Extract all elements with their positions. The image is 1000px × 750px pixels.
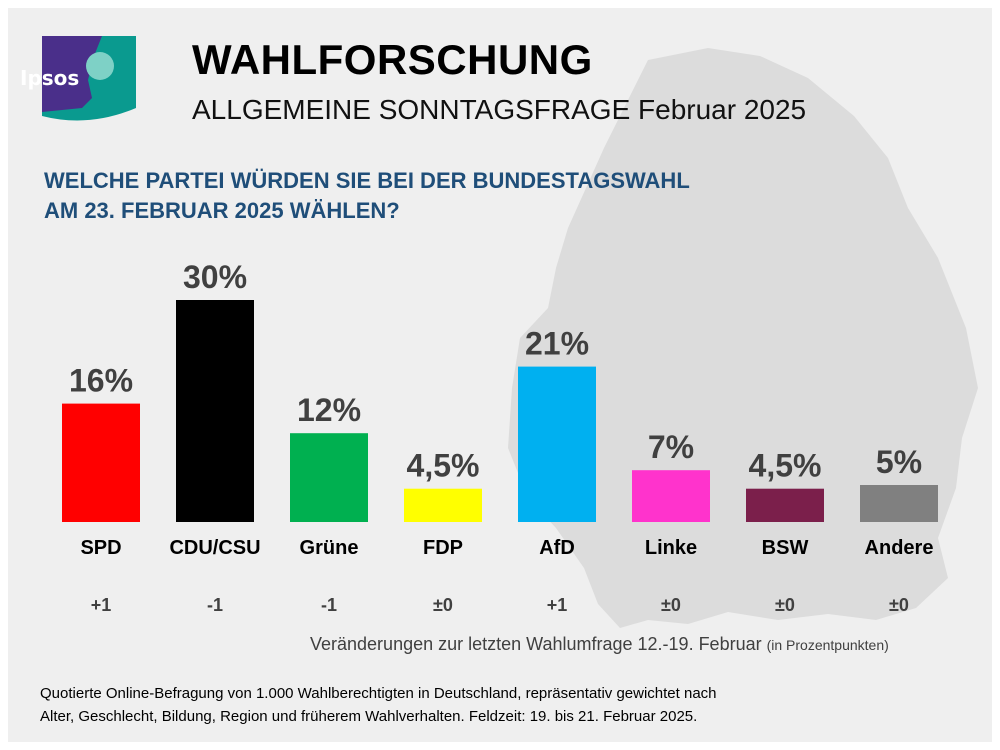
bar-4 xyxy=(518,366,596,522)
category-label-4: AfD xyxy=(539,537,575,559)
value-label-0: 16% xyxy=(69,363,133,399)
question-line-2: AM 23. FEBRUAR 2025 WÄHLEN? xyxy=(44,198,400,223)
change-note-text: Veränderungen zur letzten Wahlumfrage 12… xyxy=(310,634,762,654)
bar-1 xyxy=(176,300,254,522)
category-label-2: Grüne xyxy=(300,537,359,559)
bar-7 xyxy=(860,485,938,522)
page-title: WAHLFORSCHUNG xyxy=(192,36,593,83)
value-label-6: 4,5% xyxy=(749,448,822,484)
category-label-7: Andere xyxy=(865,537,934,559)
change-note-unit: (in Prozentpunkten) xyxy=(766,637,889,653)
change-label-7: ±0 xyxy=(889,595,909,615)
bar-0 xyxy=(62,403,140,522)
change-label-4: +1 xyxy=(547,595,568,615)
value-label-5: 7% xyxy=(648,429,694,465)
footnote-line-2: Alter, Geschlecht, Bildung, Region und f… xyxy=(40,708,698,725)
ipsos-logo xyxy=(42,36,136,121)
value-label-1: 30% xyxy=(183,259,247,295)
bar-3 xyxy=(404,488,482,522)
value-label-3: 4,5% xyxy=(407,448,480,484)
survey-question: WELCHE PARTEI WÜRDEN SIE BEI DER BUNDEST… xyxy=(44,166,690,226)
bar-6 xyxy=(746,488,824,522)
category-label-0: SPD xyxy=(80,537,121,559)
question-line-1: WELCHE PARTEI WÜRDEN SIE BEI DER BUNDEST… xyxy=(44,168,690,193)
chart-panel: Ipsos WAHLFORSCHUNG ALLGEMEINE SONNTAGSF… xyxy=(8,8,992,742)
change-label-2: -1 xyxy=(321,595,337,615)
footnote-line-1: Quotierte Online-Befragung von 1.000 Wah… xyxy=(40,685,717,702)
value-label-7: 5% xyxy=(876,444,922,480)
value-label-2: 12% xyxy=(297,392,361,428)
methodology-footnote: Quotierte Online-Befragung von 1.000 Wah… xyxy=(40,682,717,728)
change-label-3: ±0 xyxy=(433,595,453,615)
category-label-1: CDU/CSU xyxy=(169,537,260,559)
change-label-1: -1 xyxy=(207,595,223,615)
change-label-6: ±0 xyxy=(775,595,795,615)
logo-text: Ipsos xyxy=(20,66,80,90)
category-label-5: Linke xyxy=(645,537,697,559)
bar-chart: 16% SPD +1 30% CDU/CSU -1 12% Grüne -1 4,5% FDP ±0 2… xyxy=(62,259,938,615)
change-note: Veränderungen zur letzten Wahlumfrage 12… xyxy=(310,634,889,655)
germany-map-silhouette xyxy=(508,48,978,628)
bar-2 xyxy=(290,433,368,522)
page-subtitle: ALLGEMEINE SONNTAGSFRAGE Februar 2025 xyxy=(192,94,807,125)
value-label-4: 21% xyxy=(525,326,589,362)
change-label-5: ±0 xyxy=(661,595,681,615)
change-label-0: +1 xyxy=(91,595,112,615)
category-label-3: FDP xyxy=(423,537,463,559)
bar-5 xyxy=(632,470,710,522)
category-label-6: BSW xyxy=(762,537,809,559)
